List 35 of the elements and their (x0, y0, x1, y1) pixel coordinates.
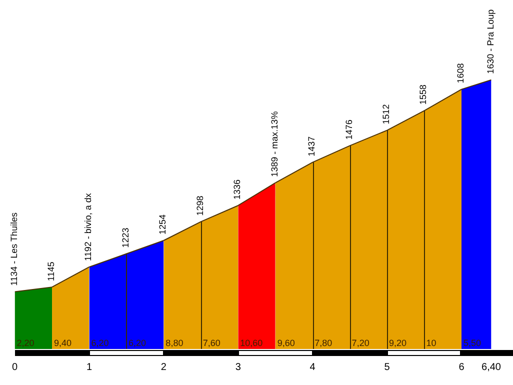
x-tick-label: 3 (235, 362, 242, 373)
x-tick-label: 6 (458, 362, 465, 373)
data-label: 1223 (120, 228, 130, 248)
annotation: 9,40 (54, 338, 72, 348)
annotation: 9,60 (277, 338, 295, 348)
x-tick-label: 4 (310, 362, 316, 373)
annotation: 7,20 (352, 338, 370, 348)
data-label: 1192 - bivio, a dx (83, 192, 94, 261)
x-tick-label: 5 (384, 362, 390, 373)
x-tick-label: 1 (86, 362, 92, 373)
x-tick-label: 0 (12, 362, 18, 373)
annotation: 7,60 (202, 338, 220, 348)
data-label: 1254 (158, 214, 168, 235)
annotation: 9,20 (389, 338, 407, 348)
data-label: 1437 (306, 136, 317, 156)
annotation: 8,80 (166, 338, 184, 348)
data-label: 1512 (381, 104, 392, 124)
data-label: 1476 (344, 120, 354, 140)
data-label: 1145 (46, 262, 56, 282)
annotation: 6,20 (91, 338, 109, 348)
annotation: 10 (426, 338, 436, 348)
data-label: 1558 (418, 84, 428, 105)
annotation: 10,60 (240, 338, 263, 348)
annotation: 6,20 (128, 338, 146, 348)
annotation: 7,80 (314, 338, 332, 348)
data-label: 1608 (455, 63, 466, 84)
annotation: 5,50 (463, 338, 482, 348)
annotation: 2,20 (16, 338, 34, 348)
x-tick-label: 6,40 (482, 362, 502, 373)
data-label: 1336 (232, 179, 242, 200)
data-label: 1298 (194, 196, 205, 216)
x-tick-label: 2 (160, 362, 167, 373)
data-label: 1134 - Les Thuiles (8, 212, 19, 286)
data-label: 1630 - Pra Loup (485, 9, 496, 74)
data-label: 1389 - max.13% (269, 111, 280, 177)
